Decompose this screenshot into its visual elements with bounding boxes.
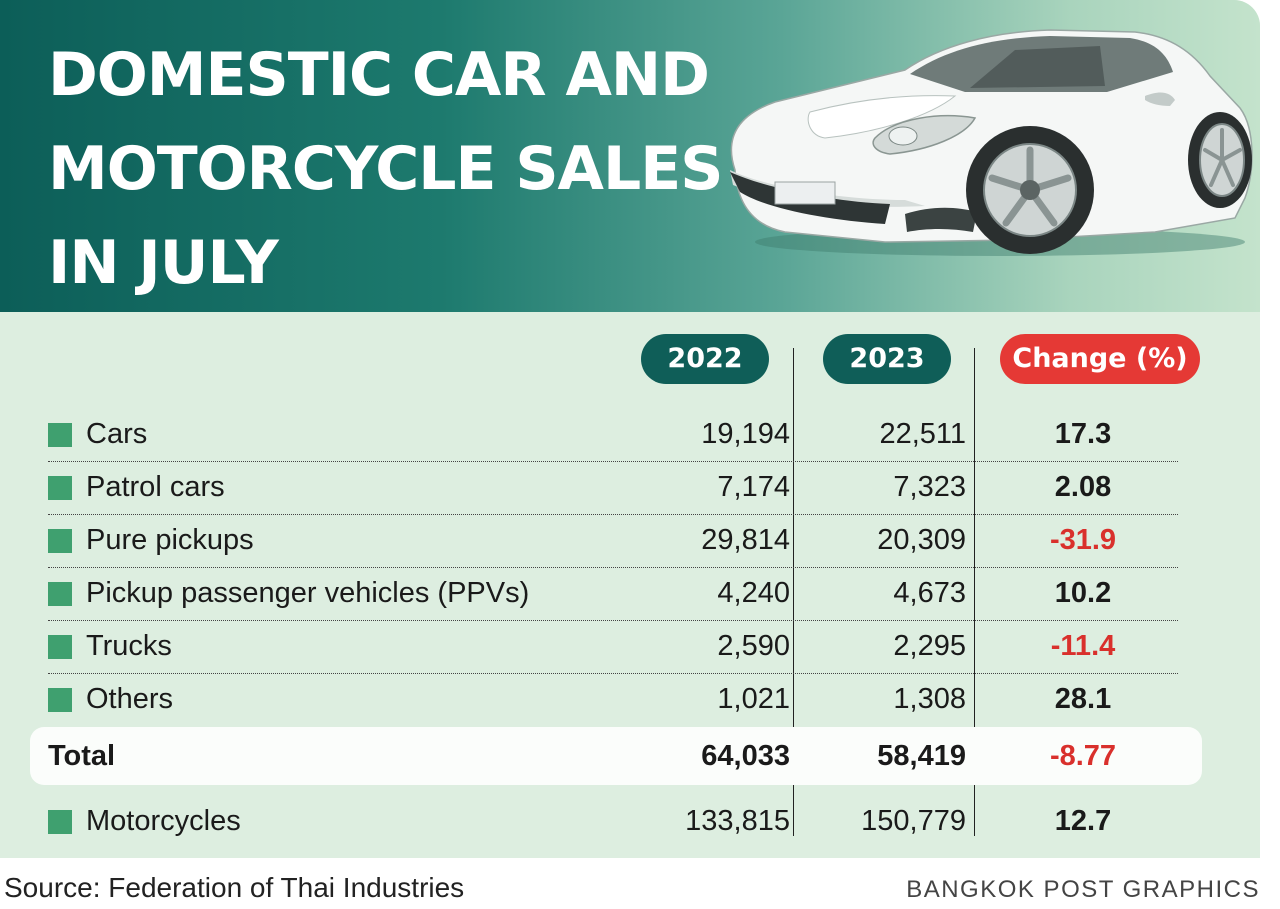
value-2023: 150,779 (861, 805, 966, 837)
source-note: Source: Federation of Thai Industries (4, 872, 465, 903)
value-2023: 22,511 (879, 418, 966, 450)
total-row-background (30, 727, 1202, 785)
row-label: Pure pickups (86, 524, 254, 556)
value-2022: 4,240 (717, 577, 790, 609)
change-value: -31.9 (1049, 524, 1117, 556)
row-label: Trucks (86, 630, 172, 662)
row-bullet-icon (48, 582, 72, 606)
value-2023: 4,673 (893, 577, 966, 609)
column-header-2023: 2023 (823, 334, 951, 384)
column-divider (974, 348, 975, 836)
row-bullet-icon (48, 688, 72, 712)
change-value: 2.08 (1054, 471, 1112, 503)
row-bullet-icon (48, 810, 72, 834)
table-row: Pure pickups 29,814 20,309 -31.9 (48, 514, 1178, 568)
change-value: 10.2 (1054, 577, 1112, 609)
value-2023: 2,295 (893, 630, 966, 662)
header-banner: DOMESTIC CAR AND MOTORCYCLE SALES IN JUL… (0, 0, 1260, 312)
change-value: 17.3 (1054, 418, 1112, 450)
value-2022: 1,021 (717, 683, 790, 715)
row-bullet-icon (48, 423, 72, 447)
table-row: Others 1,021 1,308 28.1 (48, 673, 1178, 726)
graphics-credit: BANGKOK POST GRAPHICS (906, 876, 1260, 903)
chart-title: DOMESTIC CAR AND MOTORCYCLE SALES IN JUL… (48, 40, 723, 298)
value-2023: 20,309 (877, 524, 966, 556)
value-2022: 133,815 (685, 805, 790, 837)
total-row: Total 64,033 58,419 -8.77 (48, 730, 1178, 783)
row-label: Motorcycles (86, 805, 241, 837)
column-header-2022: 2022 (641, 334, 769, 384)
change-value: 28.1 (1054, 683, 1112, 715)
change-value: 12.7 (1054, 805, 1112, 837)
value-2022: 29,814 (701, 524, 790, 556)
row-bullet-icon (48, 529, 72, 553)
value-2022: 2,590 (717, 630, 790, 662)
table-row: Trucks 2,590 2,295 -11.4 (48, 620, 1178, 674)
row-bullet-icon (48, 476, 72, 500)
infographic-card: DOMESTIC CAR AND MOTORCYCLE SALES IN JUL… (0, 0, 1260, 858)
value-2023: 58,419 (877, 740, 966, 772)
row-label: Total (48, 740, 116, 772)
value-2022: 7,174 (717, 471, 790, 503)
row-label: Others (86, 683, 174, 715)
table-row: Patrol cars 7,174 7,323 2.08 (48, 461, 1178, 515)
table-row: Cars 19,194 22,511 17.3 (48, 408, 1178, 462)
value-2022: 19,194 (701, 418, 790, 450)
change-value: -11.4 (1050, 630, 1116, 662)
row-bullet-icon (48, 635, 72, 659)
change-value: -8.77 (1049, 740, 1117, 772)
column-divider (793, 348, 794, 836)
motorcycles-row: Motorcycles 133,815 150,779 12.7 (48, 795, 1178, 848)
sports-car-illustration (730, 29, 1253, 256)
row-label: Pickup passenger vehicles (PPVs) (86, 577, 530, 609)
row-label: Patrol cars (86, 471, 225, 503)
value-2022: 64,033 (701, 740, 790, 772)
table-row: Pickup passenger vehicles (PPVs) 4,240 4,6… (48, 567, 1178, 621)
row-label: Cars (86, 418, 148, 450)
value-2023: 7,323 (893, 471, 966, 503)
column-header-change: Change (%) (1000, 334, 1200, 384)
value-2023: 1,308 (893, 683, 966, 715)
